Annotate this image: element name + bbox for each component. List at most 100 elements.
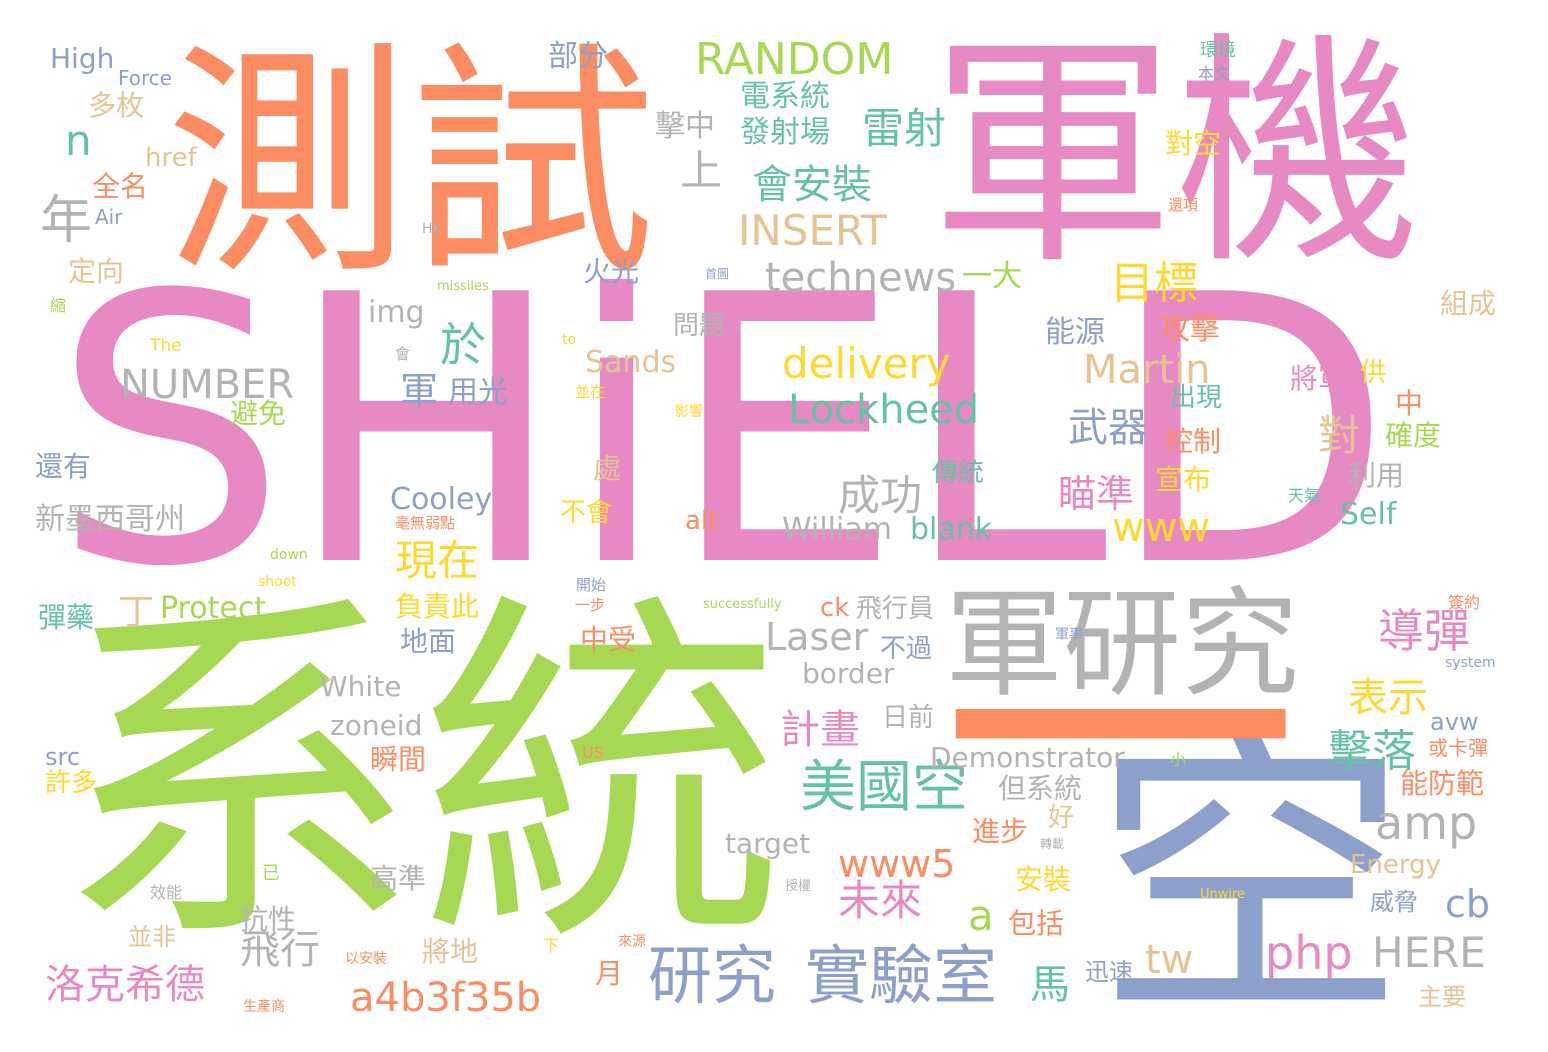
word-duomei: 多枚 [88,89,145,122]
word-jun-yanjiu: 軍研究 [945,575,1300,713]
word-biaoshi: 表示 [1348,675,1428,721]
word-tianqi: 天氣 [1288,486,1321,505]
word-cb: cb [1445,882,1491,926]
word-yi: 一 [940,530,1300,949]
word-kaishi: 開始 [576,576,607,594]
word-ding: 丁 [118,592,155,633]
word-dianxitong: 電系統 [740,79,830,114]
word-huokadan: 或卡彈 [1428,736,1488,760]
word-zucheng: 組成 [1440,287,1497,320]
word-www5: www5 [838,842,956,886]
word-liyong: 利用 [1348,459,1405,492]
word-bufen: 部分 [548,39,608,74]
word-hui: 會 [395,345,411,363]
word-xuanbu: 宣布 [1155,463,1212,496]
word-gongji: 攻擊 [1160,312,1220,347]
word-shoutu: 首圖 [705,267,730,281]
word-danxitong: 但系統 [998,772,1083,805]
word-danyao: 彈藥 [38,601,95,634]
word-qianyue: 簽約 [1448,593,1481,612]
word-wuqi: 武器 [1068,405,1148,451]
word-leishe: 雷射 [862,104,947,153]
word-self: Self [1340,497,1397,532]
word-shouquan: 授權 [785,879,812,894]
word-junshi: 軍事 [1055,627,1083,643]
word-tested: tested [116,778,164,796]
word-riqian: 日前 [882,703,935,733]
word-fashechang: 發射場 [740,115,830,150]
word-demonstrator: Demonstrator [930,741,1125,774]
word-down: down [270,547,308,563]
word-shunjian: 瞬間 [370,743,427,776]
word-yida: 一大 [962,259,1022,294]
word-huanjing: 環境 [1200,40,1236,61]
word-quedu: 確度 [1385,419,1442,452]
word-hk: HK [422,221,442,237]
word-anzhuang: 安裝 [1015,863,1072,896]
word-tw: tw [1145,937,1194,983]
word-william: William [782,512,892,547]
word-huoguang: 火光 [583,255,640,288]
word-kongzhi: 控制 [1165,425,1222,458]
word-yi2: 已 [262,863,280,884]
word-chuantong: 傳統 [932,458,985,488]
word-xinmoxigezhou: 新墨西哥州 [35,502,185,537]
word-n: n [65,116,92,165]
word-shield: SHiELD [52,218,1393,648]
word-zhuyao: 主要 [1418,983,1466,1011]
word-yongguang: 用光 [448,375,508,410]
word-dimian: 地面 [400,625,457,658]
word-force: Force [118,66,173,90]
word-gaozhun: 高準 [370,862,427,895]
word-jiluo: 擊落 [1328,726,1416,777]
word-border: border [802,657,895,690]
word-haiyou: 還有 [35,450,92,483]
word-yanjiu: 研究 [648,940,776,1014]
word-xiaoneng: 效能 [150,883,183,902]
word-mubiao: 目標 [1110,258,1198,309]
word-fuzeci: 負責此 [395,590,480,623]
word-buguo: 不過 [880,634,933,664]
word-bingfei: 並非 [128,923,176,951]
word-successfully: successfully [703,597,782,612]
word-laser: Laser [765,615,869,659]
word-delivery: delivery [782,339,951,388]
word-number: NUMBER [120,362,295,408]
word-junji: 軍機 [930,12,1420,297]
word-energy: Energy [1350,850,1442,880]
word-jun2: 軍 [400,369,439,413]
word-yue: 月 [595,957,624,990]
word-target: target [725,827,811,860]
word-nengyuan: 能源 [1045,315,1105,350]
word-baokuo: 包括 [1008,907,1065,940]
word-bimian: 避免 [230,397,287,430]
word-buhui: 不會 [560,498,613,528]
word-shengchanshang: 生產商 [243,999,285,1015]
word-href: href [145,143,197,173]
word-to: to [562,332,577,348]
word-yu: 於 [440,318,486,372]
word-shiyanshi: 實驗室 [805,940,997,1014]
word-jihua: 計畫 [780,707,860,753]
word-lockheed: Lockheed [788,387,980,433]
word-zoneid: zoneid [330,709,423,742]
word-us: US [582,743,604,762]
word-ma: 馬 [1030,962,1070,1008]
word-haowuruodian: 毫無弱點 [395,514,456,532]
word-bingzai: 並在 [575,383,606,401]
word-a: a [968,891,994,940]
word-blank: blank [910,512,993,547]
word-img: img [368,295,425,330]
word-protect: Protect [160,591,267,626]
word-xianzai: 現在 [395,536,480,585]
word-feixingyuan: 飛行員 [856,594,935,624]
word-duikong: 對空 [1165,127,1222,160]
word-chenggong: 成功 [838,471,923,520]
word-zhuanzai: 轉載 [1040,837,1065,851]
word-insert: INSERT [738,206,887,255]
word-jiangjun: 將軍 [1290,362,1347,395]
word-zhong: 中 [1395,387,1424,420]
word-random: RANDOM [695,34,894,85]
word-a4b3f35b: a4b3f35b [350,975,542,1021]
